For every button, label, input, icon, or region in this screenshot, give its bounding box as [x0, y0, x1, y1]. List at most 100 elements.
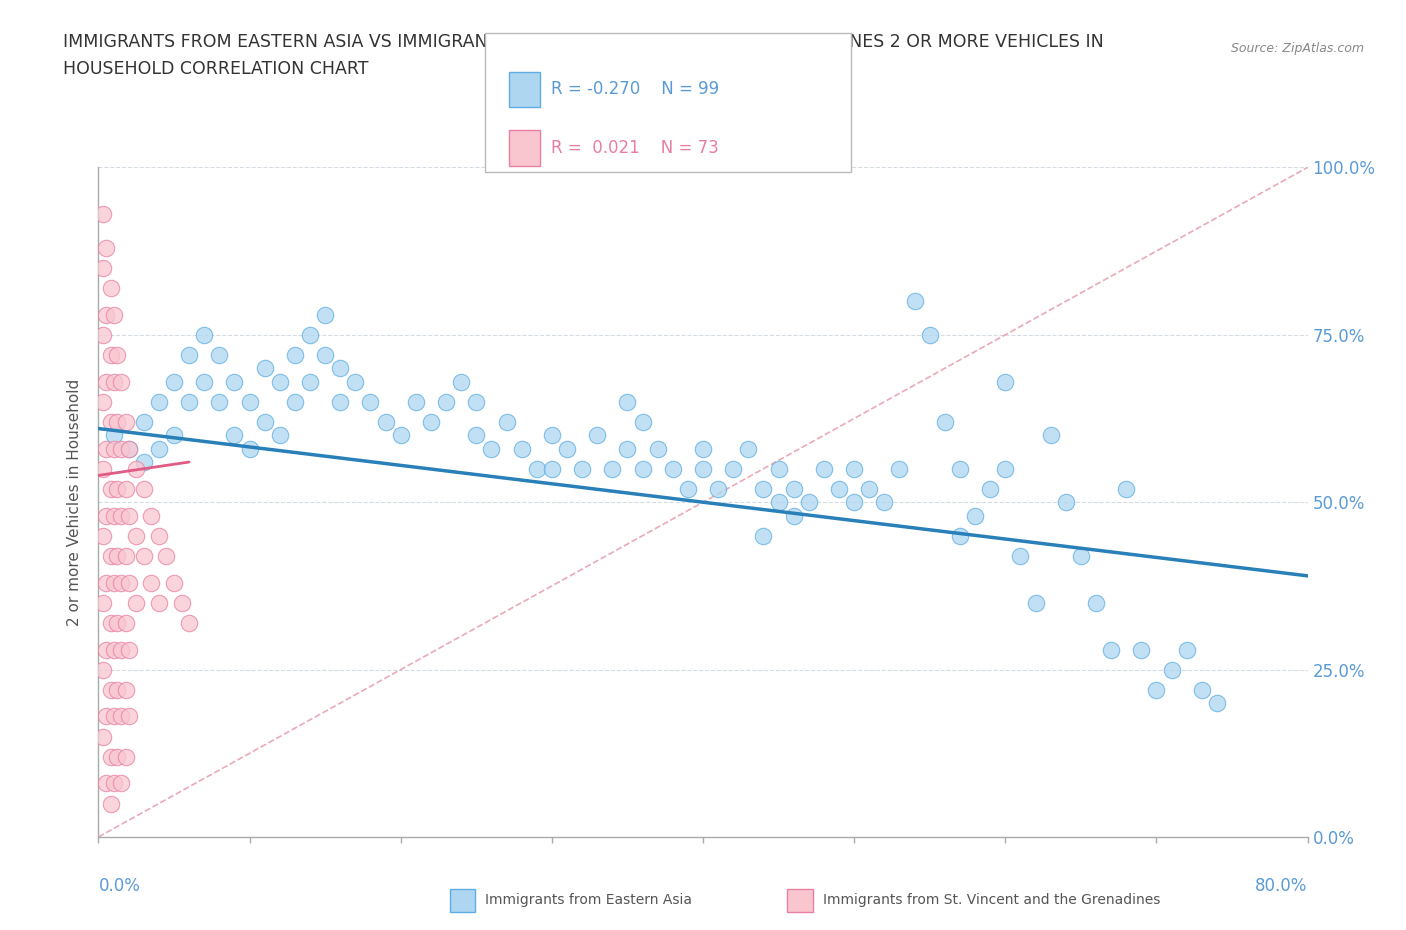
Point: [1175, 642, 1198, 657]
Point: [125, 595, 148, 610]
Point: [105, 482, 128, 497]
Point: [965, 508, 987, 523]
Point: [103, 307, 125, 322]
Point: [114, 482, 136, 497]
Point: [170, 595, 193, 610]
Point: [103, 428, 125, 443]
Point: [889, 461, 911, 476]
Point: [662, 461, 685, 476]
Point: [314, 307, 336, 322]
Point: [94, 374, 117, 389]
Point: [783, 508, 806, 523]
Point: [105, 750, 128, 764]
Point: [94, 307, 117, 322]
Point: [91, 662, 114, 677]
Point: [1054, 495, 1077, 510]
Point: [193, 374, 215, 389]
Point: [239, 441, 262, 456]
Point: [141, 508, 163, 523]
Point: [118, 575, 141, 590]
Point: [103, 709, 125, 724]
Point: [125, 461, 148, 476]
Point: [91, 394, 114, 409]
Point: [768, 461, 790, 476]
Text: R = -0.270    N = 99: R = -0.270 N = 99: [551, 80, 720, 99]
Point: [647, 441, 669, 456]
Point: [541, 428, 564, 443]
Point: [114, 750, 136, 764]
Point: [163, 428, 186, 443]
Point: [465, 394, 488, 409]
Point: [723, 461, 745, 476]
Point: [284, 348, 307, 363]
Point: [284, 394, 307, 409]
Point: [1191, 683, 1213, 698]
Point: [114, 415, 136, 430]
Point: [141, 575, 163, 590]
Point: [118, 709, 141, 724]
Point: [314, 348, 336, 363]
Text: 80.0%: 80.0%: [1256, 877, 1308, 896]
Text: 0.0%: 0.0%: [98, 877, 141, 896]
Point: [94, 575, 117, 590]
Point: [1024, 595, 1046, 610]
Point: [844, 495, 866, 510]
Point: [1160, 662, 1182, 677]
Point: [103, 374, 125, 389]
Point: [105, 348, 128, 363]
Point: [692, 461, 714, 476]
Point: [208, 394, 231, 409]
Point: [114, 683, 136, 698]
Text: HOUSEHOLD CORRELATION CHART: HOUSEHOLD CORRELATION CHART: [63, 60, 368, 78]
Point: [949, 461, 972, 476]
Point: [329, 394, 352, 409]
Point: [94, 441, 117, 456]
Point: [510, 441, 533, 456]
Point: [132, 455, 155, 470]
Point: [344, 374, 367, 389]
Point: [949, 528, 972, 543]
Point: [602, 461, 624, 476]
Point: [100, 796, 122, 811]
Point: [1099, 642, 1122, 657]
Text: Immigrants from St. Vincent and the Grenadines: Immigrants from St. Vincent and the Gren…: [823, 893, 1160, 908]
Point: [389, 428, 412, 443]
Point: [163, 575, 186, 590]
Point: [571, 461, 593, 476]
Point: [360, 394, 382, 409]
Point: [114, 616, 136, 631]
Point: [105, 415, 128, 430]
Point: [692, 441, 714, 456]
Point: [1115, 482, 1137, 497]
Point: [1010, 549, 1032, 564]
Point: [148, 441, 170, 456]
Point: [1130, 642, 1153, 657]
Point: [450, 374, 472, 389]
Point: [103, 508, 125, 523]
Point: [1206, 696, 1229, 711]
Point: [239, 394, 262, 409]
Point: [103, 441, 125, 456]
Point: [118, 642, 141, 657]
Point: [979, 482, 1001, 497]
Point: [163, 374, 186, 389]
Point: [110, 642, 132, 657]
Point: [91, 461, 114, 476]
Point: [100, 281, 122, 296]
Point: [994, 374, 1017, 389]
Point: [253, 361, 276, 376]
Y-axis label: 2 or more Vehicles in Household: 2 or more Vehicles in Household: [67, 379, 83, 626]
Point: [110, 374, 132, 389]
Point: [179, 348, 201, 363]
Point: [94, 508, 117, 523]
Point: [768, 495, 790, 510]
Point: [631, 461, 654, 476]
Point: [100, 750, 122, 764]
Point: [91, 595, 114, 610]
Point: [91, 206, 114, 221]
Point: [94, 642, 117, 657]
Point: [541, 461, 564, 476]
Point: [103, 575, 125, 590]
Point: [631, 415, 654, 430]
Point: [179, 616, 201, 631]
